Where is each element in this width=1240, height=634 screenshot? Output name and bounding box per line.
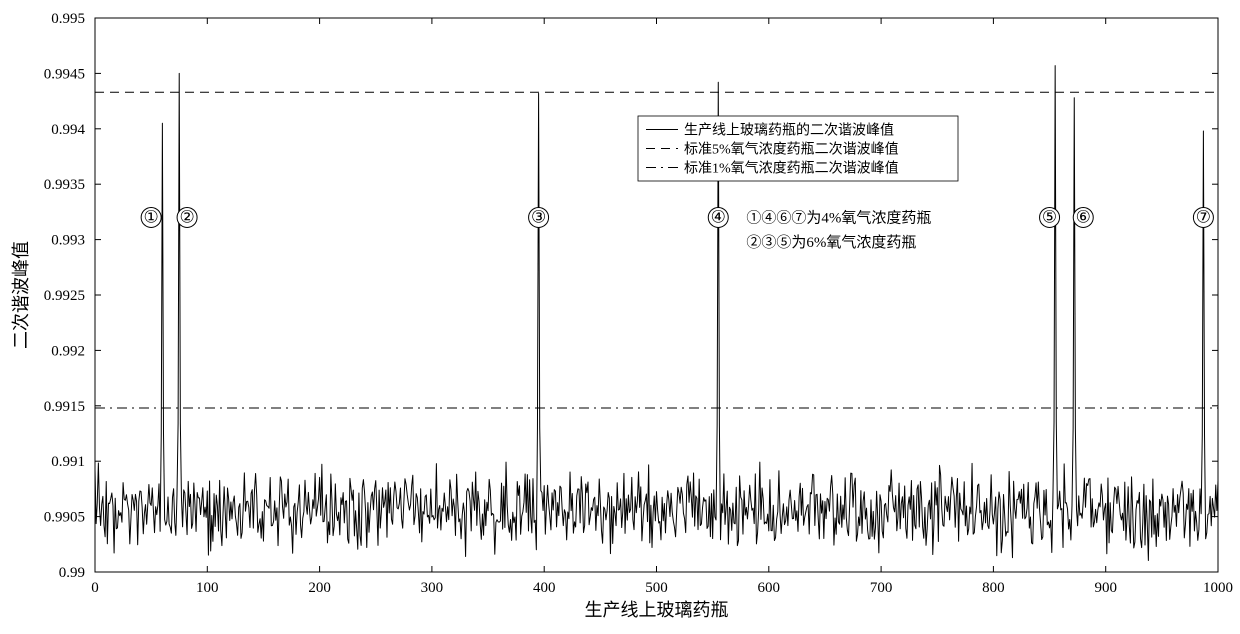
- x-tick-label: 0: [91, 580, 99, 596]
- spike-marker-label: ⑦: [1196, 207, 1211, 226]
- y-tick-label: 0.994: [51, 122, 85, 138]
- x-axis-label: 生产线上玻璃药瓶: [585, 600, 729, 620]
- x-tick-label: 100: [196, 580, 219, 596]
- x-tick-label: 600: [758, 580, 781, 596]
- spike-marker-label: ⑥: [1076, 207, 1091, 226]
- y-tick-label: 0.9945: [44, 66, 85, 82]
- y-tick-label: 0.9925: [44, 288, 85, 304]
- legend-label: 标准5%氧气浓度药瓶二次谐波峰值: [684, 142, 899, 158]
- y-tick-label: 0.9905: [44, 510, 85, 526]
- chart-container: 0 100 200 300 400 500 600 700 800 900 1000 0.99 0.99…: [0, 0, 1240, 634]
- legend-label: 生产线上玻璃药瓶的二次谐波峰值: [684, 122, 894, 139]
- x-tick-label: 700: [870, 580, 893, 596]
- y-axis-label: 二次谐波峰值: [11, 241, 31, 349]
- x-tick-label: 500: [645, 580, 668, 596]
- y-tick-label: 0.993: [51, 233, 85, 249]
- spike-marker-label: ①: [144, 207, 159, 226]
- x-tick-label: 300: [421, 580, 444, 596]
- x-tick-label: 400: [533, 580, 556, 596]
- y-tick-label: 0.9915: [44, 399, 85, 415]
- y-tick-label: 0.991: [51, 454, 85, 470]
- plot-border: [95, 18, 1218, 572]
- x-tick-label: 800: [982, 580, 1005, 596]
- y-tick-label: 0.9935: [44, 177, 85, 193]
- x-tick-label: 1000: [1203, 580, 1233, 596]
- y-tick-label: 0.992: [51, 343, 85, 359]
- y-tick-label: 0.995: [51, 11, 85, 27]
- y-tick-label: 0.99: [59, 565, 85, 581]
- legend-label: 标准1%氧气浓度药瓶二次谐波峰值: [684, 161, 899, 177]
- x-tick-label: 900: [1094, 580, 1117, 596]
- annotation-text: ②③⑤为6%氧气浓度药瓶: [746, 234, 916, 251]
- spike-marker-label: ④: [711, 207, 726, 226]
- x-tick-label: 200: [308, 580, 331, 596]
- annotation-text: ①④⑥⑦为4%氧气浓度药瓶: [746, 209, 931, 226]
- chart-svg: 0 100 200 300 400 500 600 700 800 900 1000 0.99 0.99…: [0, 0, 1240, 634]
- spike-marker-label: ②: [179, 207, 194, 226]
- spike-marker-label: ⑤: [1042, 207, 1057, 226]
- spike-marker-label: ③: [531, 207, 546, 226]
